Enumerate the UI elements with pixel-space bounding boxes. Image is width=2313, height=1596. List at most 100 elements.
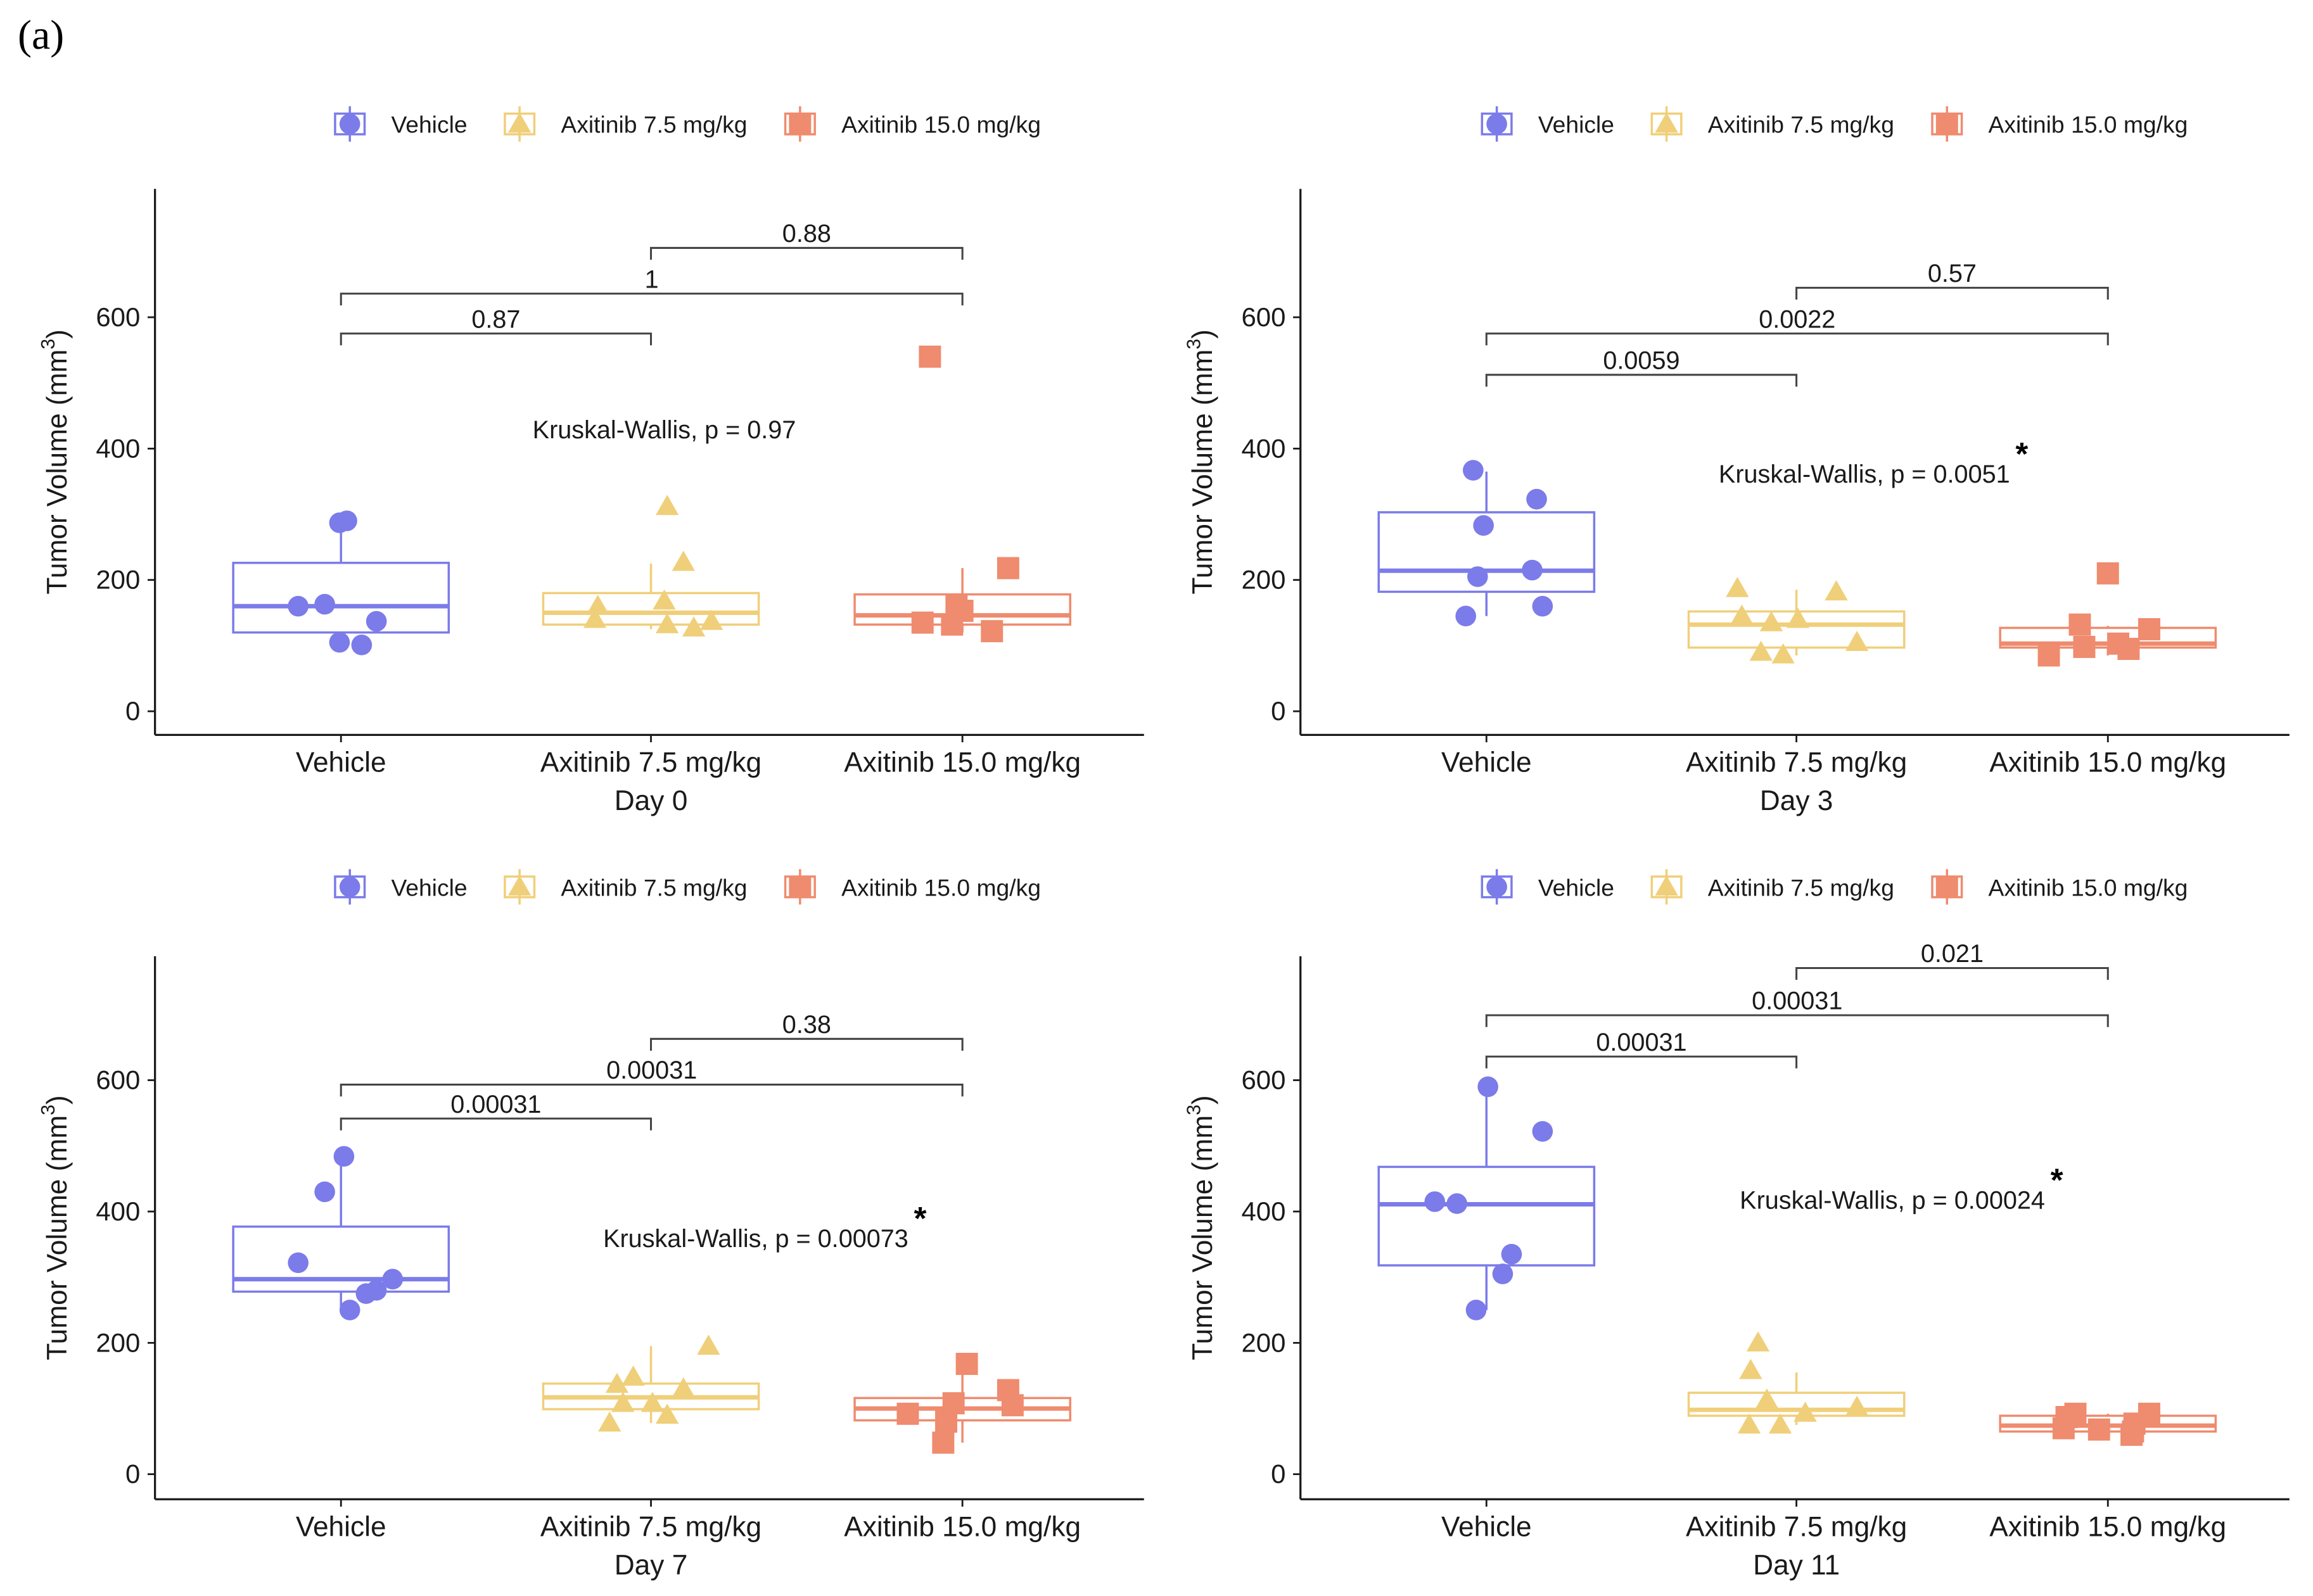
data-point-vehicle xyxy=(1473,515,1494,536)
legend-key-marker-circle xyxy=(339,877,360,897)
y-tick-label: 0 xyxy=(1271,696,1285,726)
box-vehicle xyxy=(1377,1086,1596,1310)
y-axis-label-sup: 3 xyxy=(38,339,59,350)
bracket-p-value: 0.00031 xyxy=(1596,1029,1686,1056)
data-point-axitinib_7_5 xyxy=(1739,1358,1762,1379)
data-point-axitinib_7_5 xyxy=(699,609,723,630)
bracket-line xyxy=(1485,1055,1798,1068)
data-point-axitinib_15_0 xyxy=(911,611,934,634)
y-axis-label-main: Tumor Volume (mm xyxy=(1187,1115,1218,1360)
data-point-vehicle xyxy=(288,595,309,617)
legend-label-axitinib_15_0: Axitinib 15.0 mg/kg xyxy=(1989,874,2188,901)
y-axis-label-sup: 3 xyxy=(38,1105,59,1115)
y-axis-label-close: ) xyxy=(1187,329,1218,339)
bracket-line xyxy=(1485,332,2109,346)
box-iqr xyxy=(232,1226,450,1293)
data-point-axitinib_7_5 xyxy=(655,495,679,516)
bracket-p-value: 0.00031 xyxy=(1752,987,1842,1015)
bracket-p-value: 0.87 xyxy=(471,305,520,333)
x-tick-label: Vehicle xyxy=(1441,1512,1532,1543)
data-point-axitinib_15_0 xyxy=(941,613,964,636)
y-tick-label: 0 xyxy=(125,1459,140,1489)
bracket-line xyxy=(340,1117,653,1130)
bracket-p-value: 0.00031 xyxy=(450,1091,541,1118)
box-iqr xyxy=(1377,511,1596,593)
data-point-axitinib_7_5 xyxy=(1755,1388,1779,1409)
data-point-vehicle xyxy=(1532,595,1553,617)
bracket-p-value: 0.0059 xyxy=(1603,347,1679,375)
kruskal-wallis-label: Kruskal-Wallis, p = 0.00024 xyxy=(1740,1186,2045,1214)
kruskal-wallis-label: Kruskal-Wallis, p = 0.0051 xyxy=(1719,460,2010,488)
y-axis-label: Tumor Volume (mm3) xyxy=(1183,329,1218,594)
legend-key-marker-circle xyxy=(339,113,360,135)
data-point-axitinib_15_0 xyxy=(2120,1423,2143,1446)
data-point-axitinib_7_5 xyxy=(682,616,706,637)
bracket-line xyxy=(340,332,653,346)
y-tick-label: 200 xyxy=(96,565,140,595)
comparison-bracket-0-1: 0.00031 xyxy=(1485,1029,1798,1068)
legend-key-vehicle xyxy=(334,869,366,905)
legend-label-vehicle: Vehicle xyxy=(1538,874,1614,901)
y-axis-label-close: ) xyxy=(42,329,73,339)
legend-label-axitinib_7_5: Axitinib 7.5 mg/kg xyxy=(1708,111,1894,138)
legend-key-axitinib_15_0 xyxy=(1931,869,1963,905)
y-axis-label-close: ) xyxy=(1187,1095,1218,1105)
data-point-axitinib_7_5 xyxy=(1759,611,1783,631)
legend-label-axitinib_7_5: Axitinib 7.5 mg/kg xyxy=(1708,874,1894,901)
data-point-axitinib_7_5 xyxy=(1825,580,1848,600)
data-point-axitinib_15_0 xyxy=(2073,635,2096,658)
data-point-axitinib_7_5 xyxy=(621,1365,645,1386)
data-point-axitinib_7_5 xyxy=(1794,1402,1817,1422)
legend-label-vehicle: Vehicle xyxy=(1538,111,1614,138)
y-axis-label-main: Tumor Volume (mm xyxy=(42,1115,73,1360)
bracket-line xyxy=(340,293,964,306)
x-tick-label: Vehicle xyxy=(296,1512,386,1543)
data-point-axitinib_15_0 xyxy=(2087,1418,2110,1441)
x-axis-title: Day 11 xyxy=(1753,1550,1840,1581)
box-vehicle xyxy=(232,1156,450,1310)
data-point-axitinib_7_5 xyxy=(1726,576,1749,597)
legend-key-marker-triangle xyxy=(1655,875,1678,896)
significance-star-icon: * xyxy=(2015,436,2028,472)
legend-key-axitinib_7_5 xyxy=(1650,869,1683,905)
bracket-p-value: 0.00031 xyxy=(606,1056,697,1084)
data-point-vehicle xyxy=(339,1300,360,1320)
data-point-axitinib_7_5 xyxy=(697,1334,720,1355)
data-point-axitinib_7_5 xyxy=(1737,1413,1761,1434)
panel-day-7: Vehicle Axitinib 7.5 mg/kg Axitinib 15.0 m… xyxy=(38,869,1144,1581)
legend-key-marker-circle xyxy=(1486,113,1507,135)
comparison-bracket-0-2: 0.00031 xyxy=(1485,987,2109,1027)
bracket-p-value: 1 xyxy=(645,265,659,293)
data-point-axitinib_15_0 xyxy=(935,1410,958,1433)
y-axis-label-sup: 3 xyxy=(1183,339,1204,350)
comparison-bracket-1-2: 0.021 xyxy=(1795,940,2109,980)
comparison-bracket-1-2: 0.57 xyxy=(1795,260,2109,300)
box-iqr xyxy=(542,592,760,626)
data-point-axitinib_7_5 xyxy=(1845,631,1869,651)
data-point-vehicle xyxy=(1465,1300,1487,1320)
legend-key-axitinib_15_0 xyxy=(1931,106,1963,142)
y-tick-label: 400 xyxy=(1241,433,1285,463)
data-point-axitinib_7_5 xyxy=(655,1403,679,1424)
legend-key-axitinib_7_5 xyxy=(1650,106,1683,142)
y-tick-label: 0 xyxy=(1271,1459,1285,1489)
y-axis-label-sup: 3 xyxy=(1183,1105,1204,1115)
data-point-vehicle xyxy=(1492,1264,1513,1284)
data-point-axitinib_7_5 xyxy=(598,1411,621,1432)
kruskal-wallis-label: Kruskal-Wallis, p = 0.00073 xyxy=(603,1225,908,1253)
data-point-axitinib_15_0 xyxy=(2037,644,2060,667)
legend-key-vehicle xyxy=(1481,869,1513,905)
y-tick-label: 600 xyxy=(96,302,140,332)
data-point-axitinib_15_0 xyxy=(2117,638,2140,661)
bracket-line xyxy=(1795,286,2109,300)
data-point-axitinib_7_5 xyxy=(1730,604,1754,625)
data-point-vehicle xyxy=(1467,566,1488,587)
x-tick-label: Axitinib 15.0 mg/kg xyxy=(844,1512,1081,1543)
y-axis-label: Tumor Volume (mm3) xyxy=(38,1095,73,1360)
legend-key-marker-triangle xyxy=(507,112,532,133)
data-point-axitinib_7_5 xyxy=(1749,640,1773,661)
legend: Vehicle Axitinib 7.5 mg/kg Axitinib 15.0 m… xyxy=(334,869,1041,905)
y-tick-label: 200 xyxy=(1241,565,1285,595)
data-point-vehicle xyxy=(366,611,387,632)
